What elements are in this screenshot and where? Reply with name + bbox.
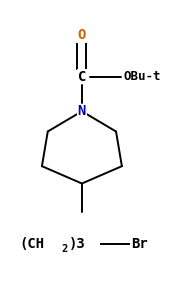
Text: N: N [78,104,86,118]
Text: 2: 2 [61,244,68,254]
Text: )3: )3 [69,237,86,251]
Text: C: C [78,70,86,84]
Text: O: O [78,28,86,42]
Text: Br: Br [132,237,148,251]
Text: (CH: (CH [20,237,45,251]
Text: OBu-t: OBu-t [124,70,161,83]
